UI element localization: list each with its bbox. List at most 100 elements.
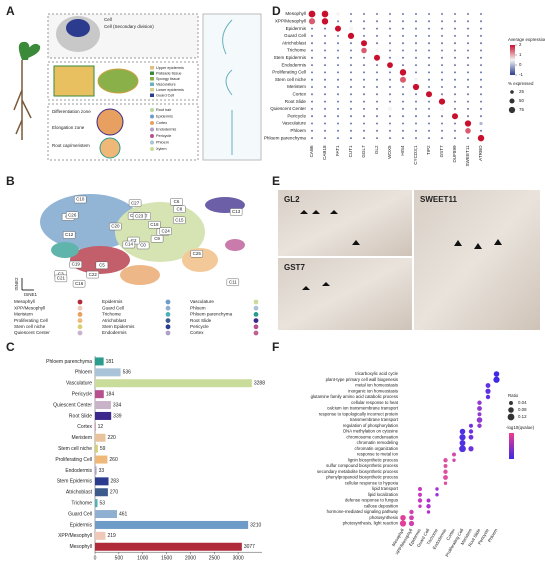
legend-label: Palisade tissue — [156, 72, 182, 76]
dot — [440, 27, 444, 30]
legend-label: Guard Cell — [102, 305, 124, 310]
dot — [443, 475, 448, 480]
row-label: Stem cell niche — [275, 77, 307, 82]
row-label: cellular response to heat — [351, 400, 399, 405]
legend-swatch — [150, 134, 154, 138]
row-label: lipid transport — [372, 486, 399, 491]
dot — [349, 93, 353, 96]
dot — [440, 71, 444, 74]
dot — [427, 137, 431, 140]
legend-swatch — [77, 312, 83, 317]
dot — [443, 469, 448, 474]
dot — [427, 107, 431, 110]
dot — [323, 34, 327, 37]
row-label: hormone-mediated signaling pathway — [327, 509, 399, 514]
dot — [349, 12, 353, 16]
dot — [336, 34, 340, 37]
dot — [362, 122, 366, 125]
dot — [362, 34, 366, 37]
panel-c: 0 500 1000 1500 2000 2500 3000 Phloem parenchym… — [46, 356, 265, 562]
dot — [349, 78, 353, 81]
row-label: photosynthesis, light reaction — [343, 521, 399, 526]
dot — [375, 85, 379, 89]
dot — [479, 34, 483, 37]
dot — [438, 98, 446, 105]
cluster-box — [86, 270, 99, 279]
dot — [375, 71, 379, 74]
micrograph — [278, 190, 412, 256]
dot — [466, 71, 470, 74]
dot — [388, 34, 392, 37]
dot — [414, 107, 418, 110]
dot — [466, 42, 470, 45]
row-label: Mesophyll — [285, 11, 306, 16]
y-tick-label: Mesophyll — [69, 544, 92, 550]
dot — [427, 27, 431, 30]
dot — [349, 100, 353, 103]
legend-label: Phloem — [156, 141, 169, 145]
cluster-label: C14 — [125, 242, 134, 247]
dot — [426, 498, 431, 503]
cluster-label: C12 — [65, 232, 74, 237]
row-label: sulfur compound biosynthetic process — [326, 463, 398, 468]
dot — [453, 107, 457, 110]
dot — [466, 64, 470, 67]
row-label: inorganic ion homeostasis — [348, 388, 398, 393]
dot — [349, 20, 353, 23]
dot — [375, 42, 379, 45]
dot — [427, 115, 431, 118]
y-tick-label: Stem Epidermis — [57, 479, 93, 485]
legend-label: Stem Epidermis — [102, 324, 135, 329]
dot — [414, 100, 418, 103]
dot — [427, 129, 431, 132]
label: Cell (Secondary division) — [104, 24, 154, 29]
label: Differentiation zone — [52, 109, 91, 114]
x-tick-label: 2500 — [209, 556, 220, 562]
value-label: 536 — [123, 370, 132, 376]
x-tick-label: 500 — [115, 556, 124, 562]
dot — [477, 134, 485, 142]
dot — [485, 394, 491, 400]
dot — [466, 137, 470, 140]
cluster-label: C11 — [229, 279, 237, 284]
legend-label: Mesophyll — [14, 299, 35, 304]
col-label: WOX5 — [387, 145, 392, 159]
dot — [414, 122, 418, 125]
cluster-label: C15 — [175, 217, 184, 222]
legend-label: Phloem parenchyma — [190, 312, 233, 317]
panel-a: Cell Cell (Secondary division) Different… — [13, 13, 262, 161]
legend-label: Xylem — [156, 147, 167, 151]
cluster-box — [159, 227, 172, 235]
legend-label: Upper epidermis — [156, 66, 184, 70]
dot — [453, 78, 457, 81]
cluster-label: C26 — [68, 212, 77, 217]
dot — [323, 85, 327, 89]
dot — [323, 107, 327, 110]
dot — [323, 71, 327, 74]
bar — [95, 499, 98, 508]
dot — [401, 20, 405, 23]
dot — [375, 48, 379, 53]
dot — [453, 12, 457, 16]
dot — [400, 514, 406, 521]
y-tick-label: Pericycle — [72, 391, 93, 397]
legend-label: Quiescent Center — [14, 330, 50, 335]
dot — [427, 12, 431, 16]
bar — [95, 368, 121, 377]
row-label: response to metal ion — [357, 452, 399, 457]
dot — [477, 406, 482, 411]
y-tick-label: XPP/Mesophyll — [58, 533, 92, 539]
dot — [414, 34, 418, 37]
legend-swatch — [150, 114, 154, 119]
dot — [323, 27, 327, 30]
row-label: transmembrane transport — [350, 417, 399, 422]
dot — [452, 458, 456, 462]
label: Root cap/meristem — [52, 143, 90, 148]
cluster-cloud — [70, 246, 130, 274]
legend-tick: 0 — [519, 62, 522, 67]
dot — [349, 107, 353, 110]
dot — [401, 56, 405, 59]
dot — [409, 509, 414, 515]
dot — [375, 122, 379, 125]
dot — [440, 49, 444, 52]
